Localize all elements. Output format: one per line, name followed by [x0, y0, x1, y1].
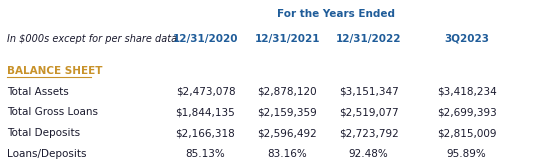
Text: $2,815,009: $2,815,009 — [437, 128, 497, 138]
Text: 83.16%: 83.16% — [267, 149, 307, 159]
Text: $3,151,347: $3,151,347 — [339, 87, 399, 97]
Text: For the Years Ended: For the Years Ended — [277, 9, 395, 19]
Text: $2,596,492: $2,596,492 — [257, 128, 317, 138]
Text: $2,699,393: $2,699,393 — [437, 107, 497, 117]
Text: Loans/Deposits: Loans/Deposits — [7, 149, 86, 159]
Text: $2,166,318: $2,166,318 — [176, 128, 235, 138]
Text: 92.48%: 92.48% — [349, 149, 388, 159]
Text: 3Q2023: 3Q2023 — [444, 34, 489, 44]
Text: BALANCE SHEET: BALANCE SHEET — [7, 66, 102, 76]
Text: 95.89%: 95.89% — [447, 149, 487, 159]
Text: 12/31/2022: 12/31/2022 — [336, 34, 401, 44]
Text: Total Deposits: Total Deposits — [7, 128, 80, 138]
Text: 12/31/2021: 12/31/2021 — [254, 34, 320, 44]
Text: In $000s except for per share data: In $000s except for per share data — [7, 34, 177, 44]
Text: $2,878,120: $2,878,120 — [257, 87, 317, 97]
Text: Total Assets: Total Assets — [7, 87, 68, 97]
Text: $2,519,077: $2,519,077 — [339, 107, 399, 117]
Text: $2,473,078: $2,473,078 — [176, 87, 235, 97]
Text: 85.13%: 85.13% — [185, 149, 225, 159]
Text: $2,723,792: $2,723,792 — [339, 128, 399, 138]
Text: $1,844,135: $1,844,135 — [176, 107, 235, 117]
Text: Total Gross Loans: Total Gross Loans — [7, 107, 98, 117]
Text: 12/31/2020: 12/31/2020 — [173, 34, 238, 44]
Text: $2,159,359: $2,159,359 — [257, 107, 317, 117]
Text: $3,418,234: $3,418,234 — [437, 87, 497, 97]
